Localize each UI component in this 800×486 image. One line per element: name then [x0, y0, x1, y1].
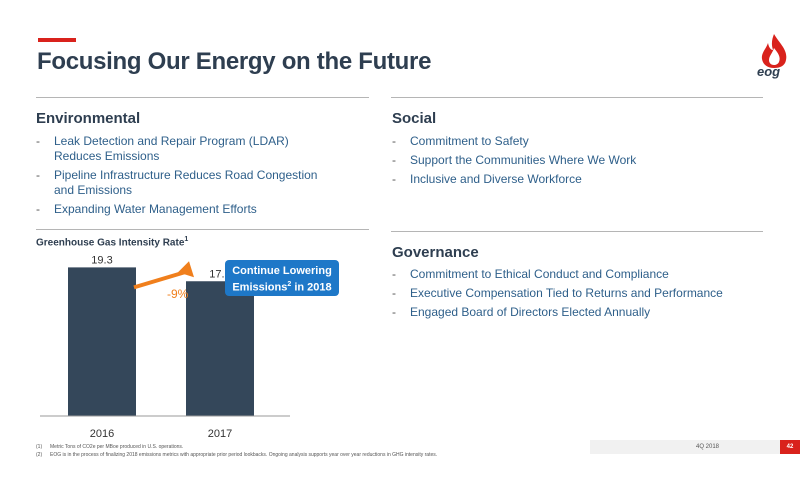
footnote: (1) Metric Tons of CO2e per MBoe produced…	[36, 444, 184, 450]
decrease-arrow	[133, 269, 189, 290]
divider-top-right	[391, 97, 763, 98]
logo-wordmark: eog	[757, 64, 781, 79]
list-item: - Commitment to Safety	[392, 134, 529, 148]
footer-date: 4Q 2018	[696, 444, 720, 450]
list-item: - Inclusive and Diverse Workforce	[392, 172, 582, 186]
list-item: - Pipeline Infrastructure Reduces Road Co…	[36, 168, 318, 197]
governance-list: - Commitment to Ethical Conduct and Compl…	[392, 267, 782, 324]
dash-bullet: -	[392, 172, 396, 186]
footnote: (2) EOG is in the process of finalizing 2…	[36, 452, 438, 458]
list-item: - Commitment to Ethical Conduct and Compl…	[392, 267, 669, 281]
dash-bullet: -	[36, 202, 40, 216]
page-title: Focusing Our Energy on the Future	[37, 48, 432, 75]
list-item: - Leak Detection and Repair Program (LDAR…	[36, 134, 289, 163]
footnote-ref: 1	[184, 236, 189, 243]
social-list: - Commitment to Safety - Support the Commu…	[392, 134, 772, 191]
section-title-environmental: Environmental	[36, 110, 141, 127]
dash-bullet: -	[36, 134, 40, 148]
section-title-governance: Governance	[392, 244, 479, 261]
callout-box: Continue Lowering Emissions2 in 2018	[225, 260, 339, 296]
list-item: - Executive Compensation Tied to Returns …	[392, 286, 723, 300]
dash-bullet: -	[392, 153, 396, 167]
footer-bar	[590, 440, 780, 454]
dash-bullet: -	[36, 168, 40, 182]
x-tick-2016: 2016	[90, 428, 114, 440]
list-item: - Engaged Board of Directors Elected Annu…	[392, 305, 651, 319]
change-annotation: -9%	[167, 287, 189, 301]
footnote-ref: 2	[287, 281, 292, 288]
data-label-2016: 19.3	[91, 254, 112, 266]
bar-2016	[68, 267, 136, 416]
environmental-list: - Leak Detection and Repair Program (LDAR…	[36, 134, 336, 221]
divider-top-left	[36, 97, 369, 98]
title-accent-bar	[38, 38, 76, 42]
dash-bullet: -	[392, 305, 396, 319]
eog-flame-logo	[761, 34, 787, 68]
divider-mid-right	[391, 231, 763, 232]
dash-bullet: -	[392, 134, 396, 148]
divider-mid-left	[36, 229, 369, 230]
arrow-head	[178, 261, 194, 278]
x-tick-2017: 2017	[208, 428, 232, 440]
section-title-social: Social	[392, 110, 437, 127]
bar-2017	[186, 281, 254, 416]
page-number: 42	[780, 440, 800, 454]
dash-bullet: -	[392, 286, 396, 300]
dash-bullet: -	[392, 267, 396, 281]
footnotes: (1) Metric Tons of CO2e per MBoe produced…	[36, 443, 437, 459]
chart-title: Greenhouse Gas Intensity Rate1	[36, 236, 189, 249]
list-item: - Expanding Water Management Efforts	[36, 202, 257, 216]
list-item: - Support the Communities Where We Work	[392, 153, 637, 167]
